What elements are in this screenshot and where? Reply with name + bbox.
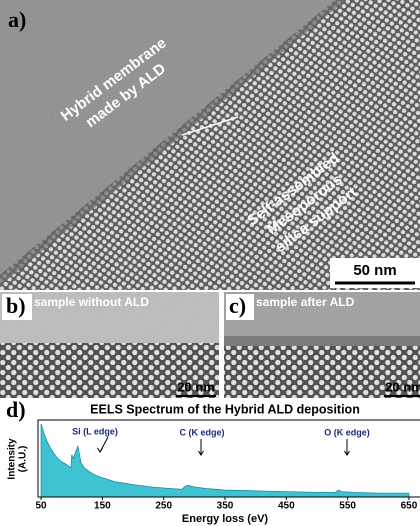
x-tick-label: 450 <box>278 501 295 512</box>
panel-label: b) <box>6 293 26 318</box>
scale-label: 20 nm <box>385 379 420 394</box>
label-box <box>2 294 32 320</box>
y-label-line: Intensity <box>7 438 18 480</box>
scale-label: 20 nm <box>177 379 215 394</box>
x-tick-label: 50 <box>36 501 48 512</box>
pointer-arrow <box>181 116 239 136</box>
tem-image-a <box>0 0 420 290</box>
arrow-head <box>344 450 350 456</box>
arrow-head <box>97 447 103 453</box>
x-tick-label: 650 <box>401 501 418 512</box>
tem-image-b <box>0 292 219 398</box>
plot-frame <box>37 419 420 498</box>
chart-title: EELS Spectrum of the Hybrid ALD depositi… <box>90 402 360 416</box>
label-box <box>226 294 254 320</box>
plot: 50 150 250 350 450 550 650 Si (L edge) C (K edge… <box>36 419 420 512</box>
x-tick-label: 550 <box>339 501 356 512</box>
y-axis-label: Intensity (A.U.) <box>7 438 29 480</box>
annotation: C (K edge) <box>180 427 225 437</box>
arrow-head <box>198 450 204 456</box>
panel-label: a) <box>8 7 26 32</box>
panel-label: d) <box>6 397 26 422</box>
annotation: O (K edge) <box>324 427 370 437</box>
x-tick-label: 250 <box>155 501 172 512</box>
tem-image-c <box>224 292 420 398</box>
x-axis-label: Energy loss (eV) <box>182 513 269 525</box>
caption: sample without ALD <box>34 295 149 309</box>
x-tick-label: 350 <box>217 501 234 512</box>
annotation: Si (L edge) <box>72 426 118 436</box>
spectrum-area <box>40 423 410 498</box>
scale-label: 50 nm <box>353 262 396 279</box>
panel-label: c) <box>229 293 246 318</box>
y-label-line: (A.U.) <box>18 446 29 473</box>
caption: sample after ALD <box>256 295 355 309</box>
x-tick-label: 150 <box>94 501 111 512</box>
